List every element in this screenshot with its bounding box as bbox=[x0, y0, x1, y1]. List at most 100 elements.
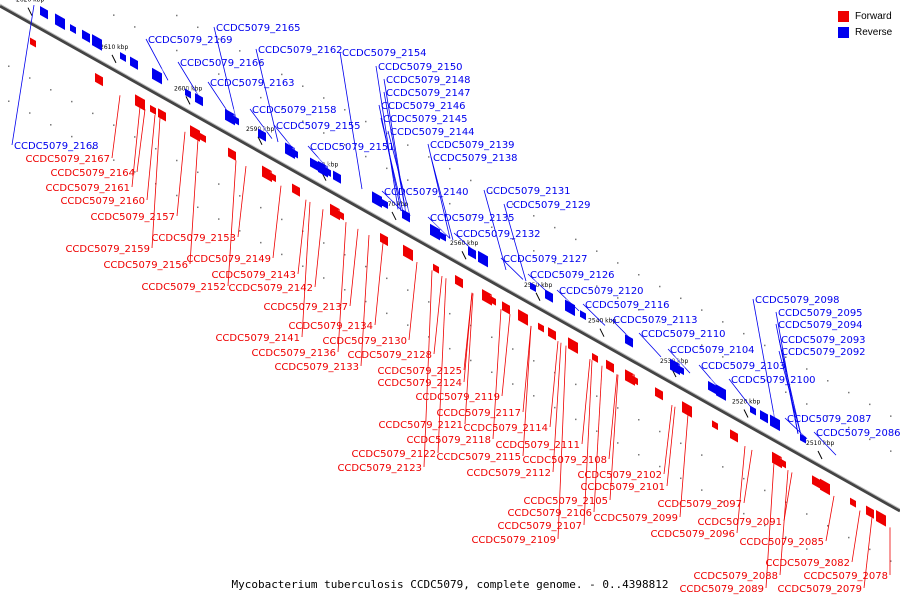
grid-dot bbox=[428, 191, 430, 193]
gene-body bbox=[468, 246, 476, 260]
forward-gene-feature bbox=[433, 260, 442, 274]
grid-dot bbox=[197, 171, 199, 174]
leader-line bbox=[136, 109, 146, 173]
grid-dot bbox=[680, 332, 682, 335]
grid-dot bbox=[239, 230, 241, 232]
gene-label-text: CCDC5079_2101 bbox=[580, 482, 665, 493]
gene-label-text: CCDC5079_2116 bbox=[585, 300, 670, 311]
gene-body bbox=[333, 170, 341, 184]
grid-dot bbox=[848, 536, 850, 539]
axis-tick-mark bbox=[111, 54, 117, 64]
gene-label-text: CCDC5079_2130 bbox=[322, 336, 407, 347]
gene-body bbox=[800, 433, 806, 444]
forward-gene-feature bbox=[292, 180, 303, 197]
grid-dot bbox=[533, 250, 535, 252]
grid-dot bbox=[155, 37, 157, 40]
grid-dot bbox=[617, 442, 619, 444]
gene-shade bbox=[606, 356, 617, 365]
gene-body bbox=[158, 108, 166, 122]
grid-dot bbox=[470, 214, 472, 217]
grid-dot bbox=[701, 309, 703, 311]
reverse-gene-feature bbox=[580, 307, 589, 321]
gene-label: CCDC5079_2085 bbox=[739, 537, 824, 548]
grid-dot bbox=[638, 308, 640, 311]
gene-label: CCDC5079_2121 bbox=[378, 420, 463, 431]
gene-label: CCDC5079_2110 bbox=[641, 329, 726, 340]
leader-line bbox=[851, 510, 861, 563]
leader-line bbox=[427, 216, 451, 239]
gene-body bbox=[430, 223, 440, 241]
gene-shade bbox=[712, 417, 721, 424]
forward-gene-feature bbox=[30, 34, 39, 48]
grid-dot bbox=[764, 524, 766, 527]
grid-dot bbox=[806, 513, 808, 515]
gene-body bbox=[228, 147, 236, 161]
gene-shade bbox=[670, 355, 683, 365]
backbone-line bbox=[0, 4, 900, 513]
grid-dot bbox=[428, 301, 430, 303]
gene-label-text: CCDC5079_2123 bbox=[337, 463, 422, 474]
forward-gene-feature bbox=[876, 507, 889, 527]
reverse-gene-feature bbox=[770, 411, 783, 432]
grid-dot bbox=[638, 273, 640, 276]
gene-label-text: CCDC5079_2160 bbox=[60, 196, 145, 207]
forward-gene-feature bbox=[682, 398, 695, 418]
gene-label: CCDC5079_2134 bbox=[288, 321, 373, 332]
gene-label-text: CCDC5079_2117 bbox=[436, 408, 521, 419]
gene-shade bbox=[548, 324, 559, 332]
gene-label-text: CCDC5079_2157 bbox=[90, 212, 175, 223]
gene-label-text: CCDC5079_2087 bbox=[787, 414, 872, 425]
forward-gene-feature bbox=[150, 101, 159, 115]
gene-body bbox=[338, 210, 344, 221]
gene-shade bbox=[565, 296, 578, 306]
grid-dot bbox=[722, 321, 724, 323]
grid-dot bbox=[848, 391, 850, 394]
gene-label-text: CCDC5079_2122 bbox=[351, 449, 436, 460]
grid-dot bbox=[680, 477, 682, 480]
grid-dot bbox=[617, 297, 619, 299]
grid-dot bbox=[449, 312, 451, 315]
gene-body bbox=[185, 88, 191, 99]
grid-dot bbox=[890, 450, 892, 452]
gene-label-text: CCDC5079_2091 bbox=[697, 517, 782, 528]
leader-line bbox=[177, 61, 201, 99]
grid-dot bbox=[218, 218, 220, 220]
gene-body bbox=[708, 380, 716, 395]
gene-label-text: CCDC5079_2085 bbox=[739, 537, 824, 548]
gene-label-text: CCDC5079_2099 bbox=[593, 513, 678, 524]
grid-dot bbox=[512, 383, 514, 385]
grid-dot bbox=[29, 112, 31, 114]
grid-dot bbox=[491, 336, 493, 339]
grid-dot bbox=[827, 415, 829, 417]
forward-gene-feature bbox=[403, 241, 416, 262]
leader-line bbox=[778, 350, 802, 436]
gene-shade bbox=[800, 430, 809, 437]
gene-label: CCDC5079_2093 bbox=[781, 335, 866, 346]
gene-body bbox=[95, 72, 103, 87]
leader-line bbox=[463, 292, 473, 383]
gene-shade bbox=[490, 292, 499, 300]
gene-body bbox=[876, 510, 886, 527]
grid-dot bbox=[659, 285, 661, 288]
gene-label: CCDC5079_2142 bbox=[228, 283, 313, 294]
axis-tick-mark bbox=[599, 328, 605, 337]
gene-label: CCDC5079_2158 bbox=[252, 105, 337, 116]
gene-shade bbox=[850, 494, 859, 502]
gene-body bbox=[730, 429, 738, 443]
gene-label-text: CCDC5079_2088 bbox=[693, 571, 778, 582]
reverse-gene-feature bbox=[55, 10, 68, 30]
grid-dot bbox=[827, 560, 829, 562]
grid-dot bbox=[680, 297, 682, 300]
leader-line bbox=[663, 405, 673, 475]
gene-shade bbox=[770, 411, 783, 421]
gene-label-text: CCDC5079_2112 bbox=[466, 468, 551, 479]
gene-label-text: CCDC5079_2108 bbox=[522, 455, 607, 466]
reverse-gene-feature bbox=[292, 145, 301, 159]
grid-dot bbox=[428, 156, 430, 158]
gene-label-text: CCDC5079_2137 bbox=[263, 302, 348, 313]
leader-line bbox=[784, 417, 808, 440]
gene-label: CCDC5079_2091 bbox=[697, 517, 782, 528]
grid-dot bbox=[869, 403, 871, 406]
grid-dot bbox=[890, 560, 892, 562]
grid-dot bbox=[113, 124, 115, 126]
